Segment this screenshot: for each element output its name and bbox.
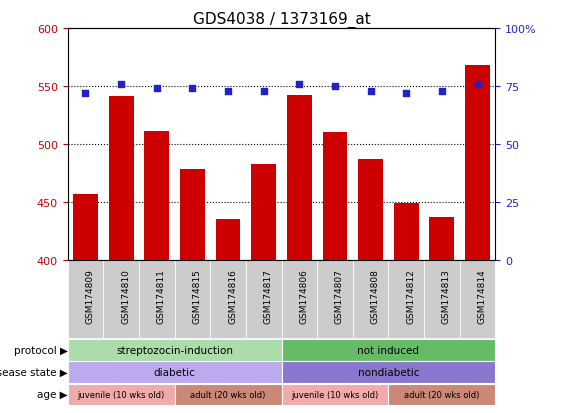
Text: GSM174810: GSM174810: [121, 269, 130, 324]
Text: protocol ▶: protocol ▶: [14, 345, 68, 355]
Bar: [68, 384, 175, 405]
Bar: [424, 260, 460, 338]
Bar: [388, 384, 495, 405]
Text: GSM174807: GSM174807: [335, 269, 344, 324]
Bar: [358, 159, 383, 260]
Text: nondiabetic: nondiabetic: [358, 367, 419, 377]
Text: juvenile (10 wks old): juvenile (10 wks old): [292, 390, 378, 399]
Point: [402, 90, 411, 97]
Text: disease state ▶: disease state ▶: [0, 367, 68, 377]
Text: GSM174817: GSM174817: [263, 269, 272, 324]
Text: GSM174816: GSM174816: [228, 269, 237, 324]
Text: age ▶: age ▶: [37, 389, 68, 399]
Text: adult (20 wks old): adult (20 wks old): [404, 390, 480, 399]
Text: adult (20 wks old): adult (20 wks old): [190, 390, 266, 399]
Bar: [180, 170, 205, 260]
Bar: [430, 217, 454, 260]
Bar: [282, 361, 495, 383]
Point: [295, 81, 304, 88]
Point: [224, 88, 233, 95]
Text: GSM174813: GSM174813: [442, 269, 451, 324]
Bar: [251, 164, 276, 260]
Bar: [282, 384, 388, 405]
Text: GSM174815: GSM174815: [193, 269, 202, 324]
Bar: [73, 194, 98, 260]
Bar: [388, 260, 424, 338]
Text: streptozocin-induction: streptozocin-induction: [116, 345, 233, 355]
Bar: [282, 339, 495, 361]
Bar: [317, 260, 353, 338]
Text: juvenile (10 wks old): juvenile (10 wks old): [78, 390, 164, 399]
Point: [259, 88, 268, 95]
Bar: [465, 66, 490, 260]
Bar: [246, 260, 282, 338]
Bar: [175, 384, 282, 405]
Bar: [139, 260, 175, 338]
Point: [473, 81, 482, 88]
Point: [437, 88, 446, 95]
Point: [117, 81, 126, 88]
Title: GDS4038 / 1373169_at: GDS4038 / 1373169_at: [193, 12, 370, 28]
Text: GSM174808: GSM174808: [370, 269, 379, 324]
Text: GSM174806: GSM174806: [300, 269, 309, 324]
Text: GSM174811: GSM174811: [157, 269, 166, 324]
Point: [188, 86, 197, 93]
Bar: [109, 97, 133, 260]
Point: [366, 88, 375, 95]
Point: [81, 90, 90, 97]
Bar: [175, 260, 210, 338]
Bar: [460, 260, 495, 338]
Bar: [282, 260, 317, 338]
Bar: [68, 361, 282, 383]
Point: [330, 83, 339, 90]
Bar: [144, 132, 169, 260]
Bar: [394, 204, 419, 260]
Text: diabetic: diabetic: [154, 367, 195, 377]
Bar: [210, 260, 246, 338]
Bar: [353, 260, 388, 338]
Bar: [216, 220, 240, 260]
Bar: [287, 96, 312, 260]
Bar: [103, 260, 139, 338]
Bar: [68, 260, 103, 338]
Text: GSM174812: GSM174812: [406, 269, 415, 324]
Bar: [68, 339, 282, 361]
Text: GSM174809: GSM174809: [86, 269, 95, 324]
Bar: [323, 133, 347, 260]
Point: [152, 86, 161, 93]
Text: GSM174814: GSM174814: [477, 269, 486, 324]
Text: not induced: not induced: [358, 345, 419, 355]
